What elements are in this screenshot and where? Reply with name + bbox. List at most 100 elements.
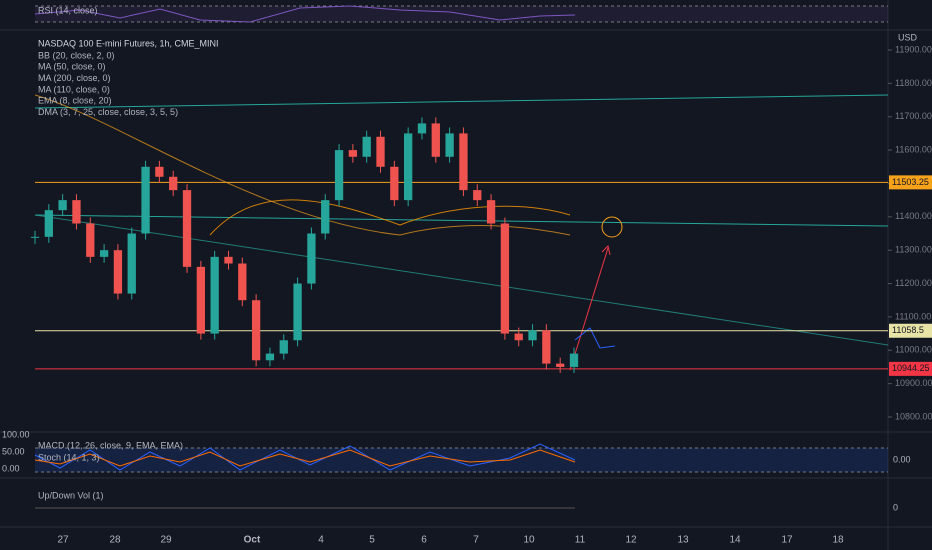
x-tick-label: 28	[109, 535, 121, 546]
y-tick-label: 10900.00	[895, 378, 932, 388]
indicator-label: MA (110, close, 0)	[38, 84, 110, 94]
y-tick-label: 11600.00	[895, 144, 932, 154]
x-tick-label: 7	[473, 535, 479, 546]
candle	[113, 250, 123, 294]
indicator-label: MA (200, close, 0)	[38, 73, 111, 83]
x-tick-label: 27	[57, 535, 69, 546]
candle	[279, 340, 288, 354]
trend-line	[34, 214, 889, 227]
x-tick-label: 6	[421, 535, 427, 546]
y-tick-label: 11700.00	[895, 111, 932, 121]
stoch-title: Stoch (14, 1, 3)	[38, 452, 100, 462]
candle	[321, 200, 330, 234]
candle	[141, 166, 150, 234]
pane-tick-label: 0.00	[2, 463, 20, 473]
candle	[528, 330, 537, 341]
candle	[404, 133, 413, 201]
candle	[99, 250, 109, 257]
projection-arrow	[569, 247, 609, 371]
ma-line	[209, 199, 571, 236]
candle	[459, 133, 468, 191]
target-circle	[601, 216, 623, 238]
candle	[417, 123, 427, 134]
stoch-band	[35, 448, 888, 472]
level-tag	[889, 361, 932, 376]
candle	[542, 330, 551, 364]
x-tick-label: Oct	[244, 535, 261, 546]
candle	[196, 266, 205, 334]
macd-title: MACD (12, 26, close, 9, EMA, EMA)	[38, 440, 183, 450]
trend-line	[34, 94, 889, 109]
indicator-label: DMA (3, 7, 25, close, close, 3, 5, 5)	[38, 107, 178, 117]
level-tag	[889, 323, 932, 338]
candle	[210, 256, 219, 334]
pane-tick-label: 50.00	[2, 446, 25, 456]
candle	[72, 200, 81, 224]
candle	[265, 353, 275, 361]
x-tick-label: 18	[832, 535, 844, 546]
y-tick-label: 11200.00	[895, 278, 932, 288]
candle	[348, 150, 358, 157]
candle	[127, 233, 136, 294]
indicator-label: MA (50, close, 0)	[38, 62, 106, 72]
candle	[224, 256, 233, 264]
rsi-title: RSI (14, close)	[38, 5, 98, 15]
projection-path	[574, 327, 616, 349]
vol-title: Up/Down Vol (1)	[38, 490, 104, 500]
level-tag	[889, 175, 932, 190]
candle	[307, 233, 316, 284]
y-tick-label: 11900.00	[895, 44, 932, 54]
currency: USD	[898, 32, 918, 42]
candle	[431, 123, 440, 157]
y-tick-label: 11800.00	[895, 78, 932, 88]
candle	[44, 210, 53, 237]
x-tick-label: 29	[160, 535, 172, 546]
x-tick-label: 5	[369, 535, 375, 546]
candle	[155, 166, 164, 177]
y-tick-label: 11300.00	[895, 245, 932, 255]
candle	[251, 300, 261, 361]
stoch-k	[34, 443, 576, 471]
candle	[556, 363, 565, 367]
candle	[500, 223, 510, 334]
macd-last: 0.00	[893, 454, 911, 464]
level-label: 11503.25	[892, 177, 929, 187]
candle	[362, 136, 371, 157]
candle	[334, 150, 344, 201]
x-tick-label: 12	[625, 535, 637, 546]
candle	[486, 200, 496, 224]
candle	[86, 223, 95, 257]
candle	[514, 333, 523, 341]
x-tick-label: 4	[318, 535, 324, 546]
x-tick-label: 14	[729, 535, 741, 546]
candle	[376, 136, 385, 167]
level-label: 11058.5	[892, 325, 924, 335]
trend-line	[34, 214, 889, 346]
candle	[238, 263, 247, 301]
y-tick-label: 10800.00	[895, 411, 932, 421]
candle	[445, 133, 454, 157]
level-label: 10944.25	[892, 363, 930, 373]
y-tick-label: 11100.00	[895, 311, 931, 321]
x-tick-label: 10	[523, 535, 535, 546]
indicator-label: BB (20, close, 2, 0)	[38, 50, 115, 60]
rsi-line	[34, 5, 576, 23]
candle	[182, 190, 192, 267]
x-tick-label: 17	[781, 535, 793, 546]
chart-title: NASDAQ 100 E-mini Futures, 1h, CME_MINI	[38, 38, 219, 48]
indicator-label: EMA (8, close, 20)	[38, 96, 112, 106]
candle	[473, 190, 482, 201]
y-tick-label: 11400.00	[895, 211, 932, 221]
x-tick-label: 13	[677, 535, 689, 546]
vol-last: 0	[893, 502, 898, 512]
y-tick-label: 11000.00	[895, 345, 932, 355]
candle	[569, 353, 579, 367]
candle	[169, 176, 178, 191]
x-tick-label: 11	[575, 535, 586, 546]
arrow-head	[601, 245, 611, 256]
pane-tick-label: 100.00	[2, 429, 30, 439]
candle	[390, 166, 399, 201]
stoch-d	[34, 449, 576, 467]
